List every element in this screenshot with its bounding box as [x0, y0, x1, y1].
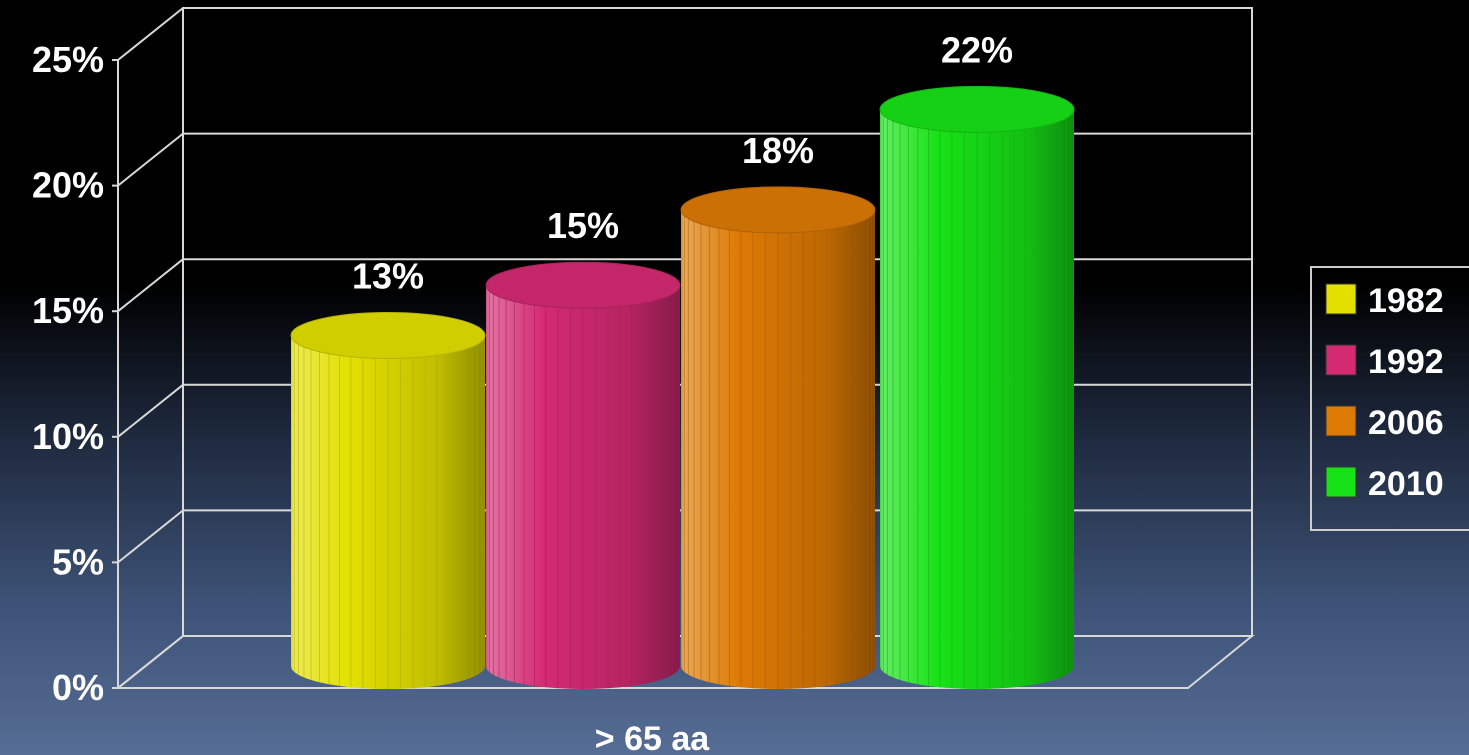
legend: 1982 1992 2006 2010	[1310, 266, 1469, 531]
y-tick-label: 5%	[52, 541, 104, 582]
data-label-1982: 13%	[352, 255, 424, 296]
x-axis-label: > 65 aa	[595, 720, 710, 755]
bar-top	[680, 186, 876, 234]
y-tick-label: 15%	[32, 290, 104, 331]
bar-top	[879, 85, 1075, 133]
data-label-1992: 15%	[547, 205, 619, 246]
y-tick-label: 0%	[52, 667, 104, 708]
bar-top	[290, 311, 486, 359]
gridline-side	[117, 384, 184, 438]
bar-2010	[879, 85, 1075, 690]
legend-label-1992: 1992	[1368, 343, 1444, 381]
gridline-side	[117, 7, 184, 61]
legend-swatch-1982	[1325, 283, 1357, 315]
bar-1982	[290, 311, 486, 689]
data-label-2006: 18%	[742, 130, 814, 171]
legend-swatch-2006	[1325, 405, 1357, 437]
legend-label-1982: 1982	[1368, 282, 1444, 320]
bars	[290, 85, 1075, 690]
bar-top	[485, 261, 681, 309]
bar-1992	[485, 261, 681, 689]
legend-label-2010: 2010	[1368, 465, 1444, 503]
gridline-side	[117, 132, 184, 187]
y-tick-label: 10%	[32, 416, 104, 457]
legend-swatch-2010	[1325, 466, 1357, 498]
y-tick-label: 20%	[32, 165, 104, 206]
gridline-side	[117, 635, 184, 689]
legend-label-2006: 2006	[1368, 404, 1444, 442]
bar-2006	[680, 186, 876, 689]
gridline-side	[117, 509, 184, 564]
legend-box	[1310, 266, 1469, 531]
data-labels: 13% 15% 18% 22%	[352, 29, 1013, 296]
legend-swatch-1992	[1325, 344, 1357, 376]
gridline-side	[117, 258, 184, 312]
y-tick-label: 25%	[32, 39, 104, 80]
data-label-2010: 22%	[941, 29, 1013, 70]
y-axis-ticks: 0% 5% 10% 15% 20% 25%	[32, 39, 118, 708]
